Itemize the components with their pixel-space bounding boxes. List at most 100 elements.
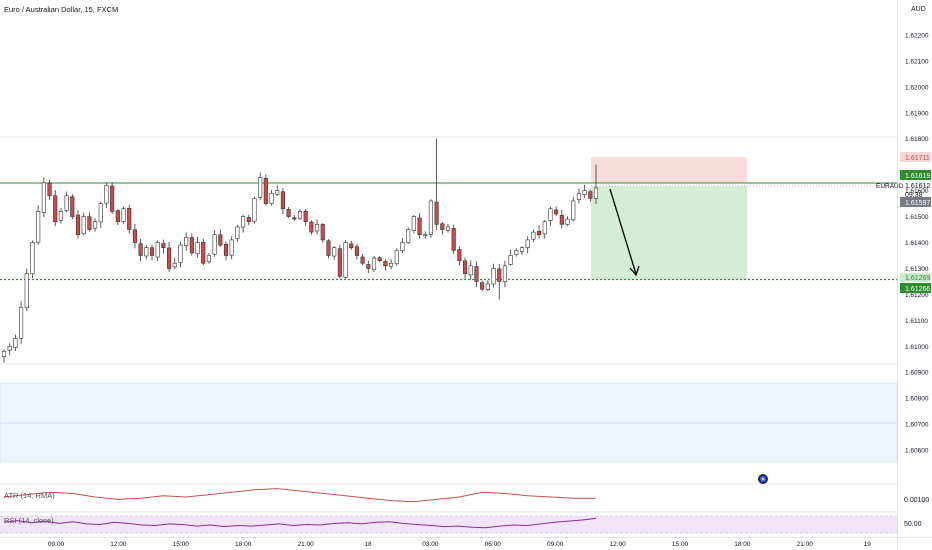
candle (394, 249, 399, 265)
candles (1, 138, 599, 363)
candle (246, 217, 251, 223)
candle (292, 217, 297, 220)
candle (502, 265, 507, 282)
support-price-label: 1.61266 (905, 286, 930, 293)
candle (218, 234, 223, 246)
price-tick-label: 1.62200 (905, 32, 929, 39)
candle (400, 242, 405, 251)
candle (178, 244, 183, 263)
candle (343, 242, 348, 278)
time-tick-label: 21:00 (797, 541, 814, 548)
candle (588, 191, 593, 199)
candle (360, 256, 365, 264)
candle (463, 260, 468, 274)
candle (81, 216, 86, 235)
candle (406, 229, 411, 243)
time-tick-label: 15:00 (672, 541, 689, 548)
candle (480, 282, 485, 290)
time-tick-label: 09:00 (48, 541, 65, 548)
price-tick-label: 1.61300 (905, 266, 929, 273)
candle (383, 261, 388, 267)
last-price-label: 1.61612 (905, 183, 930, 190)
candle (337, 248, 342, 277)
symbol-title[interactable]: Euro / Australian Dollar, 15, FXCM (4, 5, 118, 14)
candle (451, 228, 456, 251)
candle (30, 242, 35, 275)
candle (235, 226, 240, 239)
price-tick-label: 1.61400 (905, 240, 929, 247)
candle (252, 198, 257, 222)
price-tick-label: 1.60700 (905, 422, 929, 429)
candle (75, 214, 81, 236)
candle (13, 338, 18, 348)
candle (104, 185, 109, 204)
stop-loss-zone[interactable] (591, 157, 747, 183)
price-tick-label: 1.60900 (905, 370, 929, 377)
time-tick-label: 15:00 (173, 541, 190, 548)
candle (223, 243, 229, 256)
time-axis[interactable]: 09:00 12:00 15:00 18:00 21:00 18 03:00 06:00 09:… (48, 541, 871, 548)
tradingview-logo-icon[interactable] (758, 474, 768, 484)
candle (423, 234, 428, 237)
candle (258, 177, 263, 198)
candle (582, 190, 587, 195)
candle (47, 183, 52, 197)
price-tick-label: 1.61500 (905, 214, 929, 221)
candle (349, 243, 354, 248)
candle (280, 191, 285, 210)
candle (87, 216, 92, 230)
time-tick-label: 09:00 (547, 541, 564, 548)
price-tick-label: 1.61000 (905, 344, 929, 351)
candle (53, 195, 58, 223)
target-price-label: 1.61269 (905, 275, 930, 282)
candle (440, 223, 445, 230)
candle (315, 224, 320, 232)
price-tick-label: 1.61200 (905, 292, 929, 299)
time-tick-label: 12:00 (609, 541, 626, 548)
candle (132, 229, 137, 243)
candle (309, 221, 314, 233)
time-tick-label: 19 (864, 541, 872, 548)
candle (542, 221, 547, 235)
candle (474, 266, 479, 282)
candle (371, 257, 377, 271)
candle (206, 255, 211, 263)
price-tick-label: 1.61900 (905, 110, 929, 117)
candle (184, 237, 189, 247)
candle (554, 209, 559, 215)
candle (514, 249, 519, 255)
candle (366, 264, 371, 269)
candle (548, 208, 553, 221)
gray-price-badge (900, 197, 931, 207)
entry-price-label: 1.61619 (905, 173, 930, 180)
candle (138, 243, 143, 256)
candle (19, 307, 24, 339)
support-price-badge (900, 283, 931, 293)
price-scale[interactable]: 1.62200 1.62100 1.62000 1.61900 1.61800 1.616… (905, 32, 929, 454)
candle (201, 241, 206, 264)
candle (297, 211, 303, 219)
time-tick-label: 03:00 (422, 541, 439, 548)
candle (127, 207, 132, 230)
candle (531, 231, 536, 240)
candle (571, 200, 576, 221)
atr-value-label: 0.00100 (904, 497, 929, 504)
candle (565, 218, 570, 225)
price-tick-label: 1.61100 (905, 318, 928, 325)
symbol-price-tag: EURAUD (876, 183, 904, 190)
candle (189, 237, 194, 254)
take-profit-zone[interactable] (591, 186, 747, 280)
currency-label[interactable]: AUD (911, 6, 926, 13)
price-tick-label: 1.61600 (905, 188, 929, 195)
price-tick-label: 1.62000 (905, 84, 929, 91)
candle (58, 211, 63, 221)
candle (417, 217, 422, 236)
candle (110, 185, 115, 212)
price-tick-label: 1.62100 (905, 58, 929, 65)
candle (497, 268, 502, 282)
candle (491, 268, 496, 285)
candle (354, 246, 359, 256)
candle (70, 196, 75, 217)
candle (93, 221, 98, 229)
